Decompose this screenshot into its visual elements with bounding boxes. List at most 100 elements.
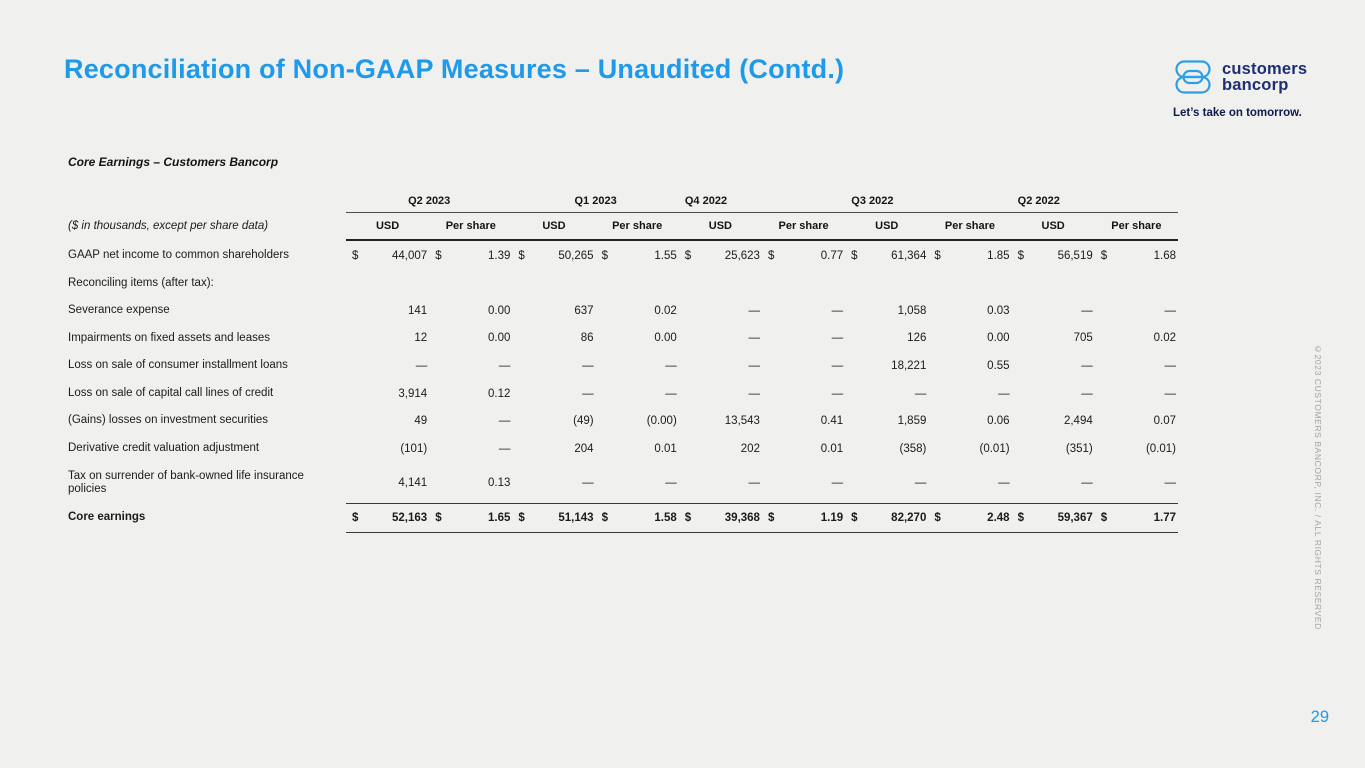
cell-value: 39,368	[724, 512, 760, 525]
cell-value: 1,058	[897, 304, 927, 317]
cell-value: (0.00)	[646, 415, 677, 428]
cell-value: 1.55	[654, 250, 677, 263]
cell-value: —	[831, 360, 844, 373]
cell-value: 637	[574, 304, 594, 317]
row-label: Loss on sale of consumer installment loa…	[68, 359, 288, 372]
table-cell: $39,368	[678, 503, 762, 534]
cell-value: 44,007	[392, 250, 428, 263]
cell-value: —	[665, 476, 677, 489]
table-cell: 637	[512, 297, 595, 325]
cell-value: 0.01	[820, 442, 844, 455]
cell-value: 1.65	[488, 512, 511, 525]
cell-value: 0.02	[1153, 332, 1176, 345]
cell-value: 82,270	[891, 512, 927, 525]
logo-tagline: Let’s take on tomorrow.	[1173, 107, 1302, 119]
table-cell: 0.13	[429, 463, 512, 504]
cell-value: —	[582, 387, 594, 400]
table-cell: 0.01	[596, 435, 679, 463]
table-row: Core earnings $52,163 $1.65 $51,143 $1.58 $39…	[68, 503, 1178, 534]
cell-value: —	[1164, 304, 1177, 317]
cell-value: 18,221	[891, 360, 927, 373]
table-cell: 0.41	[762, 407, 845, 435]
column-header: Per share	[761, 212, 846, 241]
cell-value: 1.77	[1153, 512, 1176, 525]
row-label: Impairments on fixed assets and leases	[68, 331, 270, 344]
table-cell: $50,265	[512, 240, 595, 270]
cell-value: 1.19	[820, 512, 844, 525]
cell-value: —	[665, 387, 677, 400]
column-header: Per share	[595, 212, 679, 241]
row-label: Reconciling items (after tax):	[68, 276, 214, 289]
table-cell: $1.58	[595, 503, 679, 534]
cell-value: —	[1081, 387, 1093, 400]
table-cell	[512, 270, 595, 298]
cell-value: —	[582, 476, 594, 489]
row-label: Tax on surrender of bank-owned life insu…	[68, 469, 304, 496]
table-cell: —	[346, 352, 429, 380]
cell-value: —	[748, 332, 760, 345]
cell-value: 49	[414, 415, 428, 428]
table-cell: 0.00	[429, 325, 512, 353]
currency-symbol: $	[1017, 250, 1024, 263]
table-cell: $1.39	[429, 240, 512, 270]
cell-value: 2.48	[987, 512, 1010, 525]
cell-value: 0.13	[488, 476, 511, 489]
table-cell: —	[845, 380, 928, 408]
table-row: GAAP net income to common shareholders $4…	[68, 240, 1178, 270]
table-row: Derivative credit valuation adjustment (1…	[68, 435, 1178, 463]
table-cell: $1.85	[928, 240, 1011, 270]
table-cell: $25,623	[679, 240, 762, 270]
table-cell: 13,543	[679, 407, 762, 435]
cell-value: 0.01	[654, 442, 677, 455]
cell-value: (351)	[1065, 442, 1093, 455]
cell-value: 0.02	[654, 304, 677, 317]
table-cell: —	[1095, 297, 1178, 325]
core-earnings-section: Core Earnings – Customers Bancorp Q2 202…	[68, 155, 1178, 534]
currency-symbol: $	[851, 250, 858, 263]
column-header: USD	[845, 212, 929, 241]
column-header: Per share	[429, 212, 513, 241]
cell-value: 204	[574, 442, 594, 455]
table-section-title: Core Earnings – Customers Bancorp	[68, 155, 279, 169]
copyright-vertical-text: ©2023 CUSTOMERS BANCORP, INC. / ALL RIGH…	[1313, 344, 1323, 630]
cell-value: 56,519	[1057, 250, 1093, 263]
table-corner-cell	[68, 192, 346, 213]
table-cell: —	[1012, 352, 1095, 380]
currency-symbol: $	[518, 512, 525, 525]
cell-value: —	[831, 332, 844, 345]
cell-value: 1.39	[488, 250, 511, 263]
table-cell: 12	[346, 325, 429, 353]
table-cell	[346, 270, 429, 298]
quarter-header: Q2 2023	[346, 192, 513, 213]
table-cell: (49)	[512, 407, 595, 435]
currency-symbol: $	[601, 512, 608, 525]
currency-symbol: $	[1100, 250, 1108, 263]
table-cell	[928, 270, 1011, 298]
currency-symbol: $	[684, 512, 692, 525]
table-cell: $56,519	[1012, 240, 1095, 270]
table-cell: (358)	[845, 435, 928, 463]
column-header: Per share	[928, 212, 1012, 241]
cell-value: —	[831, 304, 844, 317]
cell-value: 0.00	[488, 332, 511, 345]
cell-value: 705	[1073, 332, 1093, 345]
cell-value: 2,494	[1063, 415, 1093, 428]
table-cell: —	[1095, 463, 1178, 504]
table-cell: 126	[845, 325, 928, 353]
table-cell: 2,494	[1012, 407, 1095, 435]
cell-value: —	[914, 387, 927, 400]
table-cell: 4,141	[346, 463, 429, 504]
cell-value: —	[748, 304, 760, 317]
cell-value: —	[498, 360, 511, 373]
table-cell: 0.06	[928, 407, 1011, 435]
table-cell	[1095, 270, 1178, 298]
table-cell: —	[762, 352, 845, 380]
currency-symbol: $	[601, 250, 608, 263]
table-cell: $51,143	[512, 503, 596, 534]
logo-wordmark-line1: customers	[1222, 60, 1308, 78]
column-header: USD	[346, 212, 430, 241]
table-cell: (0.00)	[596, 407, 679, 435]
cell-value: 0.06	[987, 415, 1010, 428]
table-cell: $1.68	[1095, 240, 1178, 270]
